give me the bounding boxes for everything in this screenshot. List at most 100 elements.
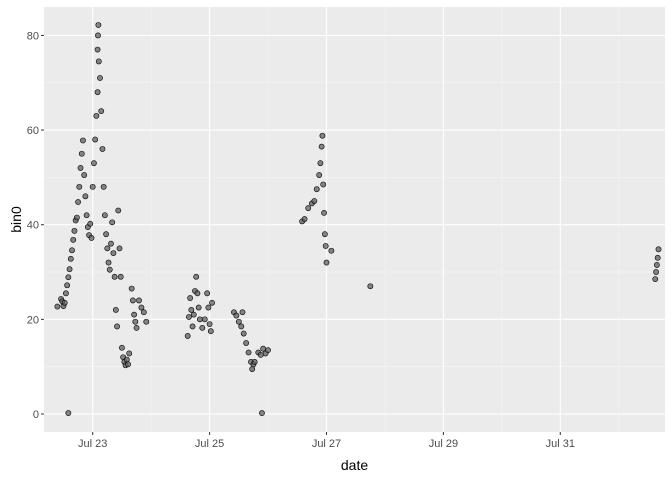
data-point [99, 146, 106, 152]
data-point [108, 240, 114, 247]
data-point [101, 212, 108, 219]
data-point [95, 32, 101, 39]
data-point [143, 318, 150, 325]
data-point [313, 186, 320, 193]
data-point [257, 351, 264, 358]
y-axis-title: bin0 [8, 206, 24, 233]
data-point [323, 259, 330, 266]
data-point [94, 46, 101, 53]
data-point [82, 193, 89, 200]
data-point [70, 236, 77, 243]
data-point [204, 290, 211, 297]
x-axis-ticks: Jul 23 Jul 25 Jul 27 Jul 29 Jul 31 [78, 432, 575, 450]
data-point [319, 132, 326, 139]
data-point [63, 290, 69, 297]
data-point [129, 297, 136, 304]
data-point [128, 285, 135, 292]
data-point [65, 410, 72, 416]
data-point [194, 290, 201, 297]
x-tick-label: Jul 25 [195, 438, 224, 450]
data-point [80, 137, 86, 144]
data-point [233, 312, 240, 319]
data-point [111, 273, 118, 280]
data-point [109, 219, 116, 226]
data-point [259, 410, 265, 416]
plot-panel [44, 7, 665, 432]
data-point [260, 345, 267, 352]
data-point [89, 183, 96, 190]
data-point [83, 212, 90, 219]
data-point [328, 247, 335, 254]
data-point [184, 333, 191, 339]
data-point [193, 273, 200, 280]
data-point [125, 361, 131, 368]
data-point [123, 356, 130, 363]
data-point [653, 262, 660, 268]
data-point [655, 246, 662, 253]
x-tick-label: Jul 23 [78, 438, 107, 450]
data-point [185, 314, 192, 320]
data-point [136, 297, 142, 304]
data-point [117, 273, 124, 280]
data-point [75, 199, 81, 205]
data-point [206, 321, 213, 327]
data-point [81, 172, 88, 178]
data-point [652, 276, 659, 283]
data-point [110, 250, 117, 257]
data-point [209, 299, 215, 306]
data-point [187, 295, 194, 301]
data-point [654, 254, 661, 261]
data-point [199, 324, 206, 331]
data-point [367, 283, 374, 290]
data-point [190, 311, 197, 318]
data-point [91, 160, 97, 167]
data-point [132, 318, 139, 325]
data-point [131, 311, 138, 318]
data-point [195, 304, 202, 311]
data-point [201, 316, 208, 323]
data-point [311, 198, 318, 204]
data-point [133, 324, 140, 331]
data-point [61, 299, 68, 306]
data-point [97, 75, 103, 81]
x-tick-label: Jul 29 [429, 438, 458, 450]
data-point [95, 58, 102, 65]
x-axis-title: date [341, 457, 368, 473]
data-point [238, 323, 245, 330]
data-point [95, 22, 102, 28]
data-point [243, 340, 250, 346]
data-point [112, 306, 119, 313]
x-tick-label: Jul 27 [312, 438, 341, 450]
data-point [73, 214, 80, 221]
data-point [322, 243, 329, 249]
data-point [88, 235, 95, 241]
y-tick-label: 40 [27, 220, 39, 232]
data-point [240, 330, 247, 337]
data-point [188, 306, 195, 313]
data-point [76, 183, 83, 190]
data-point [69, 247, 75, 254]
data-point [207, 328, 214, 335]
data-point [653, 269, 659, 275]
data-point [116, 245, 123, 252]
data-points [54, 22, 662, 416]
data-point [92, 136, 99, 143]
data-point [249, 366, 256, 372]
data-point [245, 349, 252, 356]
data-point [78, 150, 85, 157]
data-point [114, 323, 120, 330]
data-point [105, 259, 112, 266]
data-point [103, 231, 109, 238]
data-point [251, 359, 258, 365]
data-point [94, 89, 101, 96]
data-point [64, 282, 71, 289]
data-point [265, 347, 271, 354]
data-point [126, 350, 133, 357]
data-point [140, 309, 147, 316]
data-point [321, 231, 328, 238]
data-point [318, 143, 325, 150]
data-point [320, 181, 327, 188]
data-point [205, 304, 212, 311]
data-point [305, 205, 312, 212]
